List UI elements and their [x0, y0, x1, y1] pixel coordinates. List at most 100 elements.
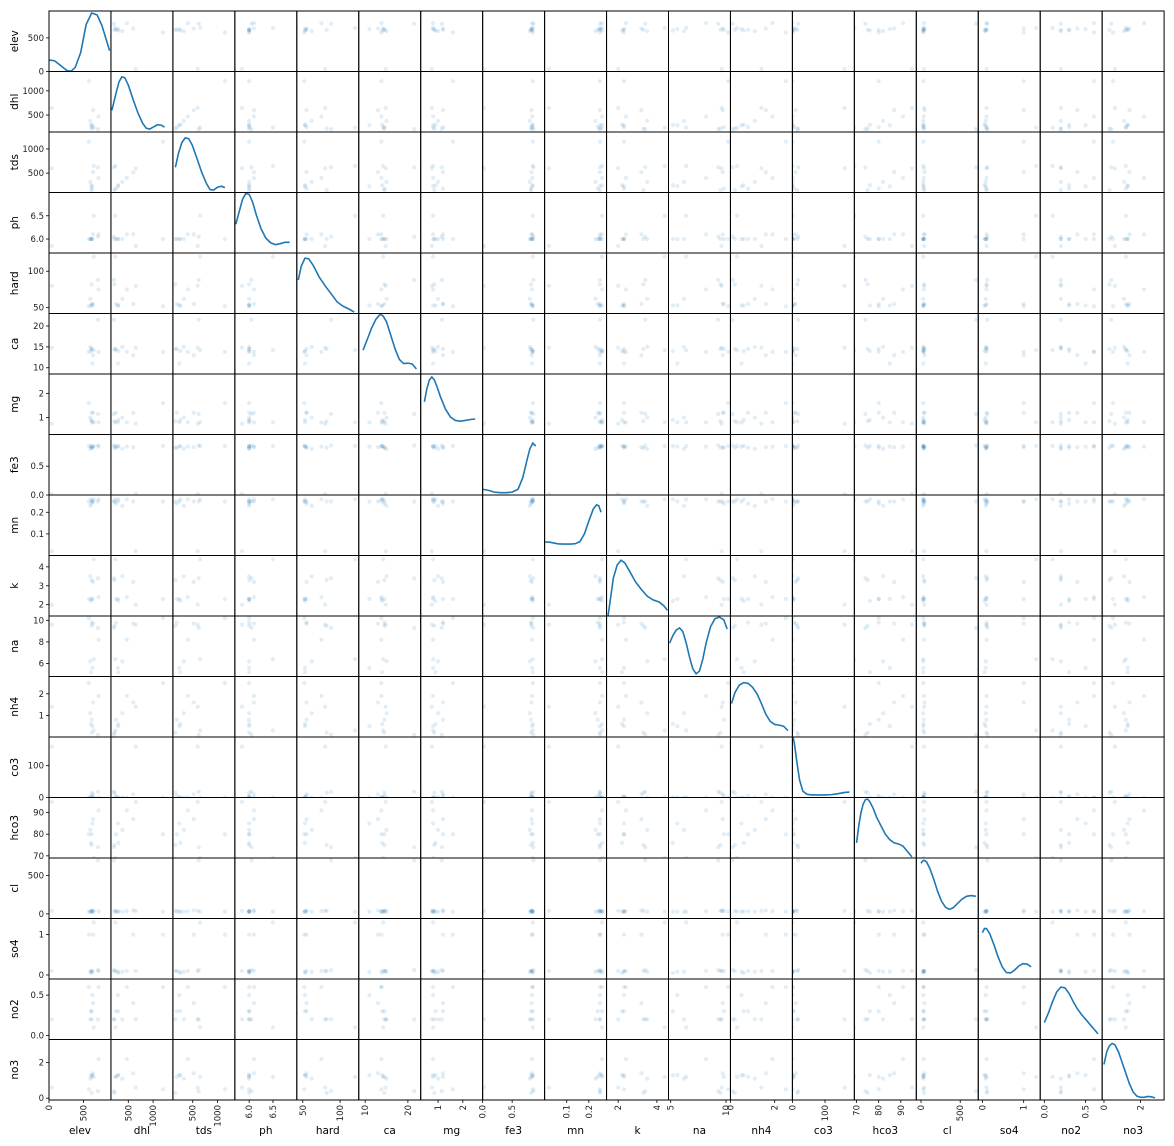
cell-content	[367, 557, 417, 607]
scatter-point	[131, 908, 136, 913]
scatter-point	[1021, 443, 1026, 449]
scatter-point	[921, 420, 926, 425]
scatter-point	[198, 254, 203, 259]
scatter-point	[113, 410, 119, 415]
scatter-point	[384, 446, 389, 451]
scatter-point	[1141, 594, 1147, 600]
scatter-point	[430, 665, 436, 670]
scatter-point	[792, 909, 795, 914]
scatter-point	[597, 790, 603, 795]
scatter-point	[530, 909, 535, 914]
scatter-point	[792, 970, 795, 976]
scatter-point	[530, 1056, 535, 1062]
scatter-point	[792, 303, 795, 308]
scatter-point	[124, 175, 129, 181]
scatter-point	[732, 419, 737, 424]
scatter-point	[433, 909, 438, 914]
scatter-point	[88, 969, 93, 974]
cell-content	[429, 984, 456, 1030]
cell-hard-vs-nh4	[729, 252, 793, 314]
scatter-point	[909, 283, 914, 288]
scatter-point	[375, 817, 381, 822]
scatter-point	[116, 303, 121, 308]
scatter-point	[131, 621, 136, 626]
scatter-point	[734, 909, 740, 914]
cell-ca-vs-na	[668, 313, 731, 375]
scatter-point	[309, 344, 314, 349]
scatter-point	[247, 596, 252, 602]
y-tick-label: 8	[39, 638, 44, 648]
scatter-point	[131, 499, 136, 504]
scatter-point	[900, 349, 906, 354]
cell-frame	[606, 71, 669, 133]
scatter-point	[270, 443, 276, 449]
scatter-point	[383, 105, 388, 110]
scatter-point	[1107, 282, 1112, 287]
scatter-point	[719, 105, 724, 110]
cell-content	[670, 984, 731, 1030]
cell-dhl-vs-ca	[358, 71, 422, 133]
scatter-point	[730, 858, 735, 863]
cell-content	[792, 680, 847, 737]
scatter-point	[546, 345, 552, 350]
scatter-point	[922, 445, 927, 450]
scatter-point	[909, 549, 914, 554]
scatter-point	[1123, 832, 1128, 837]
cell-hard-vs-elev	[48, 252, 112, 314]
scatter-point	[412, 443, 417, 448]
scatter-point	[86, 79, 92, 84]
scatter-point	[302, 184, 308, 189]
scatter-point	[430, 114, 436, 119]
scatter-point	[302, 30, 307, 35]
scatter-point	[270, 657, 276, 662]
scatter-point	[528, 717, 534, 722]
x-tick-label: 1000	[214, 1105, 224, 1127]
scatter-point	[842, 968, 847, 974]
scatter-point	[435, 503, 441, 508]
scatter-point	[1067, 840, 1072, 845]
scatter-point	[113, 657, 118, 662]
scatter-point	[382, 908, 387, 913]
scatter-point	[739, 499, 744, 504]
scatter-point	[921, 717, 926, 722]
scatter-point	[530, 665, 535, 670]
scatter-point	[792, 501, 797, 506]
kde-curve-co3	[792, 737, 850, 796]
scatter-point	[113, 445, 119, 450]
scatter-point	[251, 26, 257, 31]
scatter-point	[881, 795, 886, 798]
scatter-point	[863, 21, 868, 26]
scatter-point	[752, 503, 757, 508]
scatter-point	[546, 283, 552, 288]
scatter-point	[746, 1009, 751, 1014]
cell-frame	[977, 555, 1041, 617]
scatter-point	[482, 243, 486, 249]
scatter-point	[982, 795, 987, 798]
cell-no2-vs-hco3	[853, 978, 917, 1040]
scatter-point	[597, 832, 603, 837]
scatter-point	[440, 579, 446, 585]
scatter-point	[1021, 795, 1026, 798]
cell-ca-vs-fe3	[482, 313, 546, 375]
scatter-point	[319, 420, 324, 425]
scatter-point	[726, 909, 731, 914]
cell-content	[173, 497, 228, 554]
scatter-point	[792, 114, 795, 119]
cell-content	[546, 920, 605, 976]
scatter-point	[380, 598, 385, 603]
cell-content	[429, 443, 456, 495]
scatter-point	[529, 499, 534, 504]
cell-content	[616, 616, 667, 675]
scatter-point	[984, 808, 989, 813]
scatter-point	[900, 287, 906, 292]
scatter-point	[718, 419, 723, 424]
scatter-point	[530, 909, 535, 914]
scatter-point	[302, 499, 308, 504]
scatter-point	[222, 984, 228, 990]
scatter-point	[684, 855, 689, 858]
cell-content	[1103, 1042, 1156, 1099]
scatter-point	[909, 704, 914, 709]
scatter-point	[645, 1017, 650, 1022]
scatter-point	[304, 793, 309, 798]
scatter-point	[1112, 744, 1117, 749]
